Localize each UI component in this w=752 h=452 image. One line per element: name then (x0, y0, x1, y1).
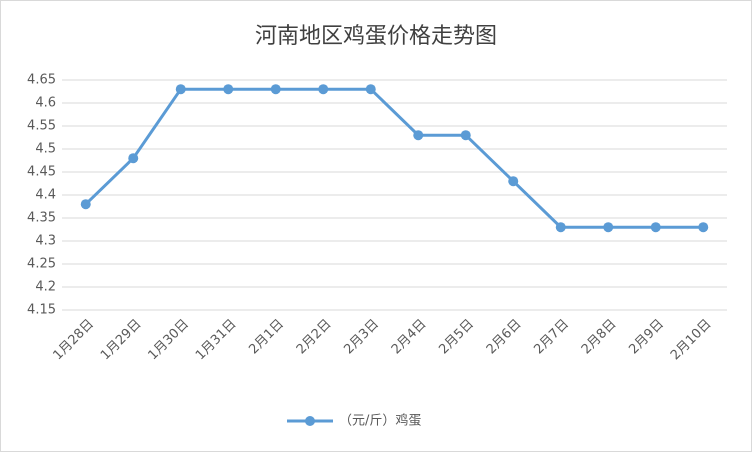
marker (128, 153, 139, 164)
chart-title: 河南地区鸡蛋价格走势图 (255, 24, 497, 49)
y-tick-label: 4.35 (27, 211, 56, 226)
y-tick-label: 4.2 (35, 280, 56, 295)
marker (270, 84, 281, 95)
y-tick-label: 4.15 (27, 303, 56, 318)
y-tick-label: 4.65 (27, 73, 56, 88)
y-tick-label: 4.3 (35, 234, 56, 249)
marker (175, 84, 186, 95)
y-tick-label: 4.55 (27, 119, 56, 134)
legend-label: （元/斤）鸡蛋 (339, 413, 421, 429)
marker (508, 176, 519, 187)
y-tick-label: 4.45 (27, 165, 56, 180)
marker (365, 84, 376, 95)
marker (318, 84, 329, 95)
y-tick-label: 4.6 (35, 96, 56, 111)
marker (698, 222, 709, 233)
marker (650, 222, 661, 233)
marker (413, 130, 424, 141)
y-tick-label: 4.25 (27, 257, 56, 272)
line (84, 87, 704, 229)
y-tick-label: 4.4 (35, 188, 56, 203)
marker (460, 130, 471, 141)
marker (80, 199, 91, 210)
y-tick-label: 4.5 (35, 142, 56, 157)
marker (223, 84, 234, 95)
legend-marker (305, 416, 315, 426)
marker (603, 222, 614, 233)
marker (555, 222, 566, 233)
